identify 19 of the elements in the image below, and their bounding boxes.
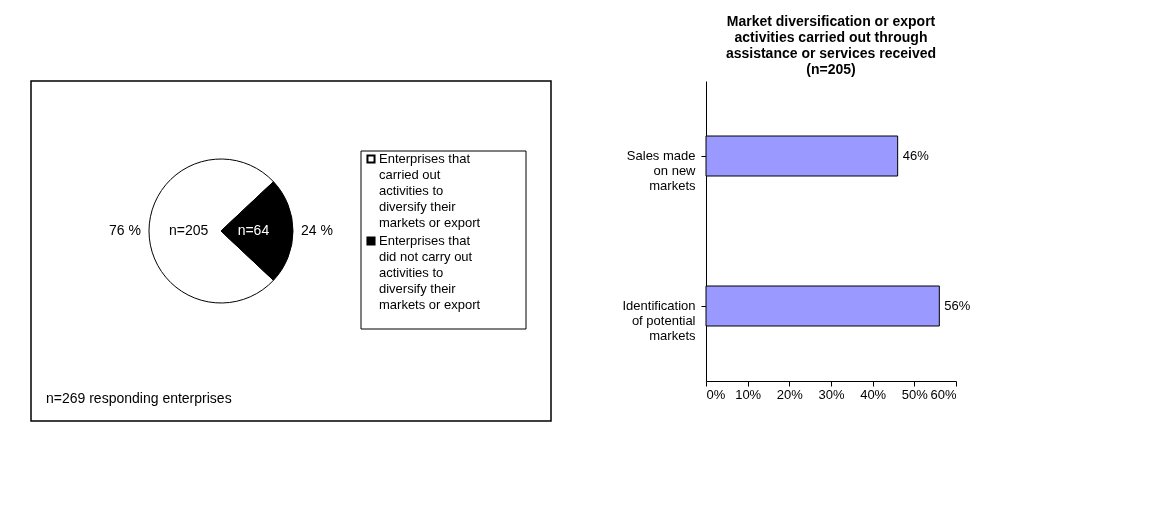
data-label: 24 %	[301, 222, 333, 238]
chart-title: Market diversification or export activities carried out through assistance or services received (n=205)	[725, 13, 937, 77]
x-tick-label: 20%	[776, 386, 804, 402]
x-tick-label: 30%	[818, 386, 845, 402]
x-tick-label: 50%	[901, 386, 929, 402]
legend-label: Enterprises that carried out activities to diversify their markets or export	[379, 151, 481, 230]
x-tick-label: 60%	[930, 386, 957, 402]
legend-label: Enterprises that did not carry out activities to diversify their markets or export	[379, 233, 481, 312]
text: n=269 responding enterprises	[46, 390, 232, 406]
text: n=205	[168, 222, 209, 238]
y-tick-label: Sales made on new markets	[626, 148, 697, 193]
x-tick-label: 40%	[860, 386, 887, 402]
y-tick-label: Identification of potential markets	[622, 298, 696, 343]
x-tick-label: 10%	[735, 386, 762, 402]
data-label: 76 %	[109, 222, 141, 238]
text: n=64	[237, 222, 270, 238]
data-label: 46%	[902, 148, 930, 163]
x-tick-label: 0%	[706, 386, 726, 402]
data-label: 56%	[944, 298, 971, 313]
